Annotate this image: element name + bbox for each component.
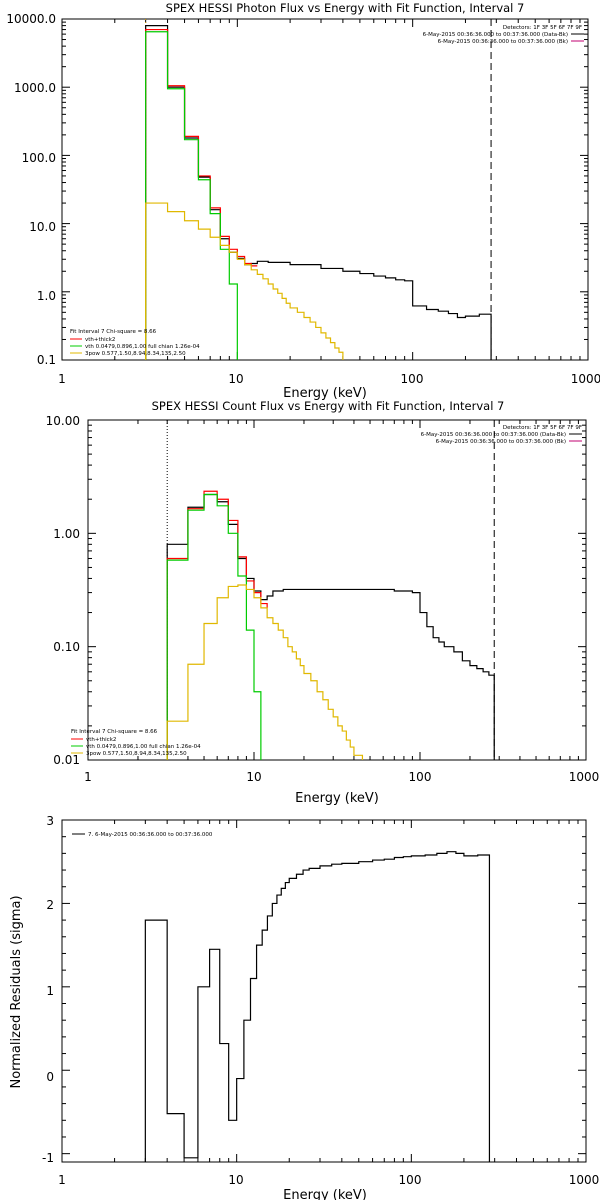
data-series-line: [166, 584, 364, 760]
legend-entry: 3pow 0.577,1.50,8.94,8.34,135,2.50: [86, 751, 187, 757]
residuals-panel: 1 10 100 1000 -1 0 1 2 3 Energy (keV) No…: [9, 814, 599, 1200]
detectors-info: Detectors: 1F 3F 5F 6F 7F 9F: [503, 425, 582, 431]
y-tick-label: 0.01: [53, 753, 80, 767]
x-tick-label: 1: [84, 770, 92, 784]
x-tick-label: 1: [58, 372, 66, 386]
plot-area: [61, 19, 588, 361]
legend-entry: vth 0.0479,0.896,1.00 full chian 1.26e-0…: [85, 344, 200, 350]
y-tick-label: 0.1: [37, 353, 56, 367]
data-series-line: [166, 493, 495, 760]
y-axis-label: Normalized Residuals (sigma): [9, 895, 24, 1088]
y-tick-label: 1.0: [37, 289, 56, 303]
bk-interval-info: 6-May-2015 00:36:36.000 to 00:37:36.000 …: [436, 439, 566, 445]
x-tick-label: 100: [401, 372, 424, 386]
x-tick-label: 1000: [571, 372, 600, 386]
photon-flux-panel: SPEX HESSI Photon Flux vs Energy with Fi…: [6, 1, 600, 401]
y-tick-label: 10.0: [29, 220, 56, 234]
legend-entry: vth 0.0479,0.896,1.00 full chian 1.26e-0…: [86, 744, 201, 750]
x-tick-label: 10: [228, 1173, 243, 1187]
x-axis-label: Energy (keV): [295, 791, 379, 806]
data-series-line: [145, 31, 238, 360]
data-interval-info: 6-May-2015 00:36:36.000 to 00:37:36.000 …: [423, 32, 568, 38]
y-tick-label: 0: [46, 1070, 54, 1084]
panel-title: SPEX HESSI Count Flux vs Energy with Fit…: [152, 399, 505, 413]
y-tick-label: 1: [46, 984, 54, 998]
bk-interval-info: 6-May-2015 00:36:36.000 to 00:37:36.000 …: [438, 39, 568, 45]
x-axis-label: Energy (keV): [283, 1188, 367, 1200]
y-tick-label: 1000.0: [14, 81, 56, 95]
legend-entry: vth+thick2: [86, 737, 116, 743]
y-tick-label: 10000.0: [6, 12, 56, 26]
data-series-line: [145, 202, 344, 360]
panel-title: SPEX HESSI Photon Flux vs Energy with Fi…: [166, 1, 525, 15]
legend-entry: 7. 6-May-2015 00:36:36.000 to 00:37:36.0…: [88, 832, 213, 838]
x-tick-label: 100: [399, 1173, 422, 1187]
fit-interval-text: Fit Interval 7 Chi-square = 8.66: [71, 729, 158, 735]
y-tick-label: 1.00: [53, 527, 80, 541]
y-tick-label: 10.00: [46, 414, 80, 428]
plot-frame: [61, 819, 587, 1163]
y-tick-label: 2: [46, 898, 54, 912]
data-series-line: [166, 493, 262, 760]
x-tick-label: 1000: [569, 770, 600, 784]
x-axis-label: Energy (keV): [283, 386, 367, 401]
x-tick-label: 1000: [569, 1173, 600, 1187]
legend-entry: vth+thick2: [85, 337, 115, 343]
x-tick-label: 1: [58, 1173, 66, 1187]
plot-frame: [61, 18, 589, 361]
plot-area: [87, 420, 586, 761]
data-interval-info: 6-May-2015 00:36:36.000 to 00:37:36.000 …: [421, 432, 566, 438]
fit-interval-text: Fit Interval 7 Chi-square = 8.66: [70, 329, 157, 335]
y-tick-label: 3: [46, 814, 54, 828]
legend-entry: 3pow 0.577,1.50,8.94,8.34,135,2.50: [85, 351, 186, 357]
x-tick-label: 10: [246, 770, 261, 784]
detectors-info: Detectors: 1F 3F 5F 6F 7F 9F: [503, 25, 582, 31]
y-tick-label: 100.0: [22, 151, 56, 165]
x-tick-label: 100: [409, 770, 432, 784]
x-tick-label: 10: [228, 372, 243, 386]
data-series-line: [144, 851, 491, 1162]
y-tick-label: 0.10: [53, 640, 80, 654]
data-series-line: [145, 28, 258, 360]
data-series-line: [166, 490, 268, 760]
count-flux-panel: SPEX HESSI Count Flux vs Energy with Fit…: [46, 399, 600, 806]
y-tick-label: -1: [42, 1151, 54, 1165]
data-series-line: [145, 25, 492, 360]
plot-frame: [87, 419, 587, 761]
plot-area: [61, 819, 586, 1162]
